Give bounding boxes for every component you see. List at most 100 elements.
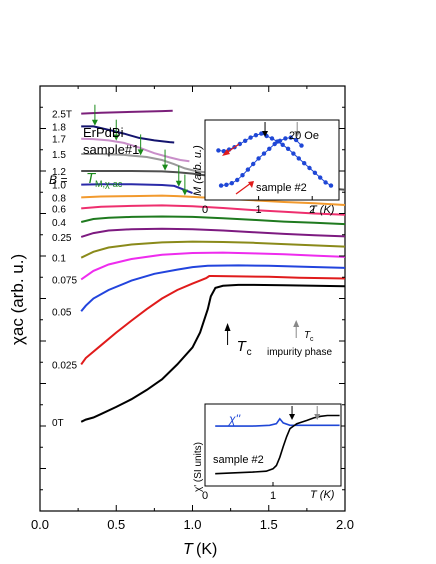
inset-top-point (283, 136, 288, 141)
series-label-2: 1.7 (52, 135, 66, 146)
inset-top-point (253, 133, 259, 138)
inset-top-point (259, 131, 264, 136)
inset-top-point (224, 182, 229, 187)
inset-top-point (251, 161, 256, 167)
inset-bottom-x-tick-label: 0 (202, 490, 208, 502)
tm-label: T (86, 170, 97, 187)
inset-top-point (245, 167, 251, 172)
x-tick-label: 0.5 (107, 517, 125, 532)
series-label-9: 0.25 (52, 233, 72, 244)
series-label-3: 1.5 (52, 150, 66, 161)
inset-top-point (277, 138, 283, 143)
series-line-7 (81, 204, 346, 216)
inset-top-marker-head (294, 131, 301, 137)
x-axis-ticks: 0.0 0.5 1.0 1.5 2.0 (31, 86, 354, 532)
inset-top-line (221, 137, 302, 187)
inset-top-point (218, 183, 224, 188)
inset-bottom-markers (289, 406, 321, 420)
inset-top-point (288, 135, 293, 140)
inset-top-point (243, 138, 248, 143)
series-label-12: 0.05 (52, 307, 72, 318)
inset-top-point (280, 142, 285, 147)
inset-top-x-tick-label: 0 (202, 204, 208, 216)
series-label-5: 1.0 (52, 181, 66, 192)
tc-impurity-subscript: c (310, 336, 314, 343)
y-axis-label: χac (arb. u.) (8, 254, 27, 345)
inset-top-point (285, 146, 291, 151)
series-label-13: 0.025 (52, 360, 77, 371)
inset-top-markers (262, 122, 301, 137)
inset-top-point (318, 175, 323, 180)
x-axis-label-unit: (K) (196, 541, 217, 558)
inset-top-point (307, 165, 312, 171)
inset-bottom-y-label: χ' (SI units) (193, 442, 204, 492)
inset-bottom-marker-head (289, 414, 296, 420)
inset-top-point (299, 143, 304, 148)
series-label-0: 2.5T (52, 110, 72, 121)
inset-bottom-marker-head (314, 414, 321, 420)
tm-subscript: M,χ-ac (95, 179, 123, 189)
inset-top-point (248, 135, 253, 140)
tc-impurity-label: T (304, 330, 311, 341)
inset-top-point (235, 177, 240, 183)
inset-top-point (261, 151, 267, 156)
tm-arrow-head (137, 149, 144, 156)
series-label-6: 0.8 (52, 193, 66, 204)
sample-title: ErPdBi (83, 125, 124, 140)
inset-bottom-x-label: T (K) (310, 489, 335, 501)
series-label-8: 0.4 (52, 218, 66, 229)
x-tick-label: 1.0 (183, 517, 201, 532)
tm-marker-group (91, 104, 188, 196)
series-line-2 (81, 137, 190, 163)
inset-bottom-x-tick-label: 1 (270, 490, 276, 502)
series-line-11 (80, 251, 346, 281)
inset-top-point (302, 161, 307, 166)
series-label-11: 0.075 (52, 275, 77, 286)
tm-arrow-head (181, 189, 188, 196)
sample-subtitle: sample#1 (83, 142, 139, 157)
series-line-13 (80, 275, 346, 365)
series-line-8 (80, 215, 346, 226)
series-line-12 (80, 264, 346, 312)
inset-top-marker-head (262, 131, 269, 137)
tm-arrow-head (113, 134, 120, 141)
inset-bottom-chi2-label: χ'' (228, 412, 241, 426)
inset-top-point (229, 181, 234, 186)
tm-arrow-head (175, 180, 182, 187)
tc-subscript: c (247, 347, 252, 358)
inset-top-x-tick-label: 1 (256, 204, 262, 216)
series-line-3 (81, 153, 205, 174)
series-label-10: 0.1 (52, 254, 66, 265)
series-line-10 (80, 240, 346, 259)
inset-top-point (267, 146, 272, 151)
inset-top-point (291, 151, 296, 156)
inset-top-point (323, 180, 328, 185)
series-label-14: 0T (52, 418, 64, 429)
inset-top-field-label: 20 Oe (289, 130, 319, 142)
series-label-7: 0.6 (52, 204, 66, 215)
inset-top-point (293, 137, 299, 143)
x-tick-label: 0.0 (31, 517, 49, 532)
inset-magnetization: 0 1 2 20 Oe sample #2 M (arb. u.) T (K) (192, 119, 340, 216)
inset-top-point (296, 156, 301, 161)
red-arrow-upper (222, 143, 240, 156)
x-tick-label: 2.0 (336, 517, 354, 532)
series-label-4: 1.2 (52, 167, 66, 178)
series-line-6 (81, 194, 346, 206)
inset-top-x-label: T (K) (310, 204, 335, 216)
tm-arrow-head (91, 119, 98, 126)
inset-top-point (240, 173, 245, 178)
inset-top-point (328, 183, 334, 188)
x-tick-label: 1.5 (260, 517, 278, 532)
inset-top-series (216, 131, 334, 188)
inset-top-x-ticks: 0 1 2 (202, 196, 315, 216)
inset-top-point (269, 136, 275, 141)
inset-top-x-tick-label: 2 (309, 204, 315, 216)
inset-bottom-sample-label: sample #2 (213, 454, 264, 466)
impurity-phase-label: impurity phase (267, 347, 332, 358)
inset-top-y-label: M (arb. u.) (192, 145, 204, 196)
series-line-14 (80, 283, 346, 423)
